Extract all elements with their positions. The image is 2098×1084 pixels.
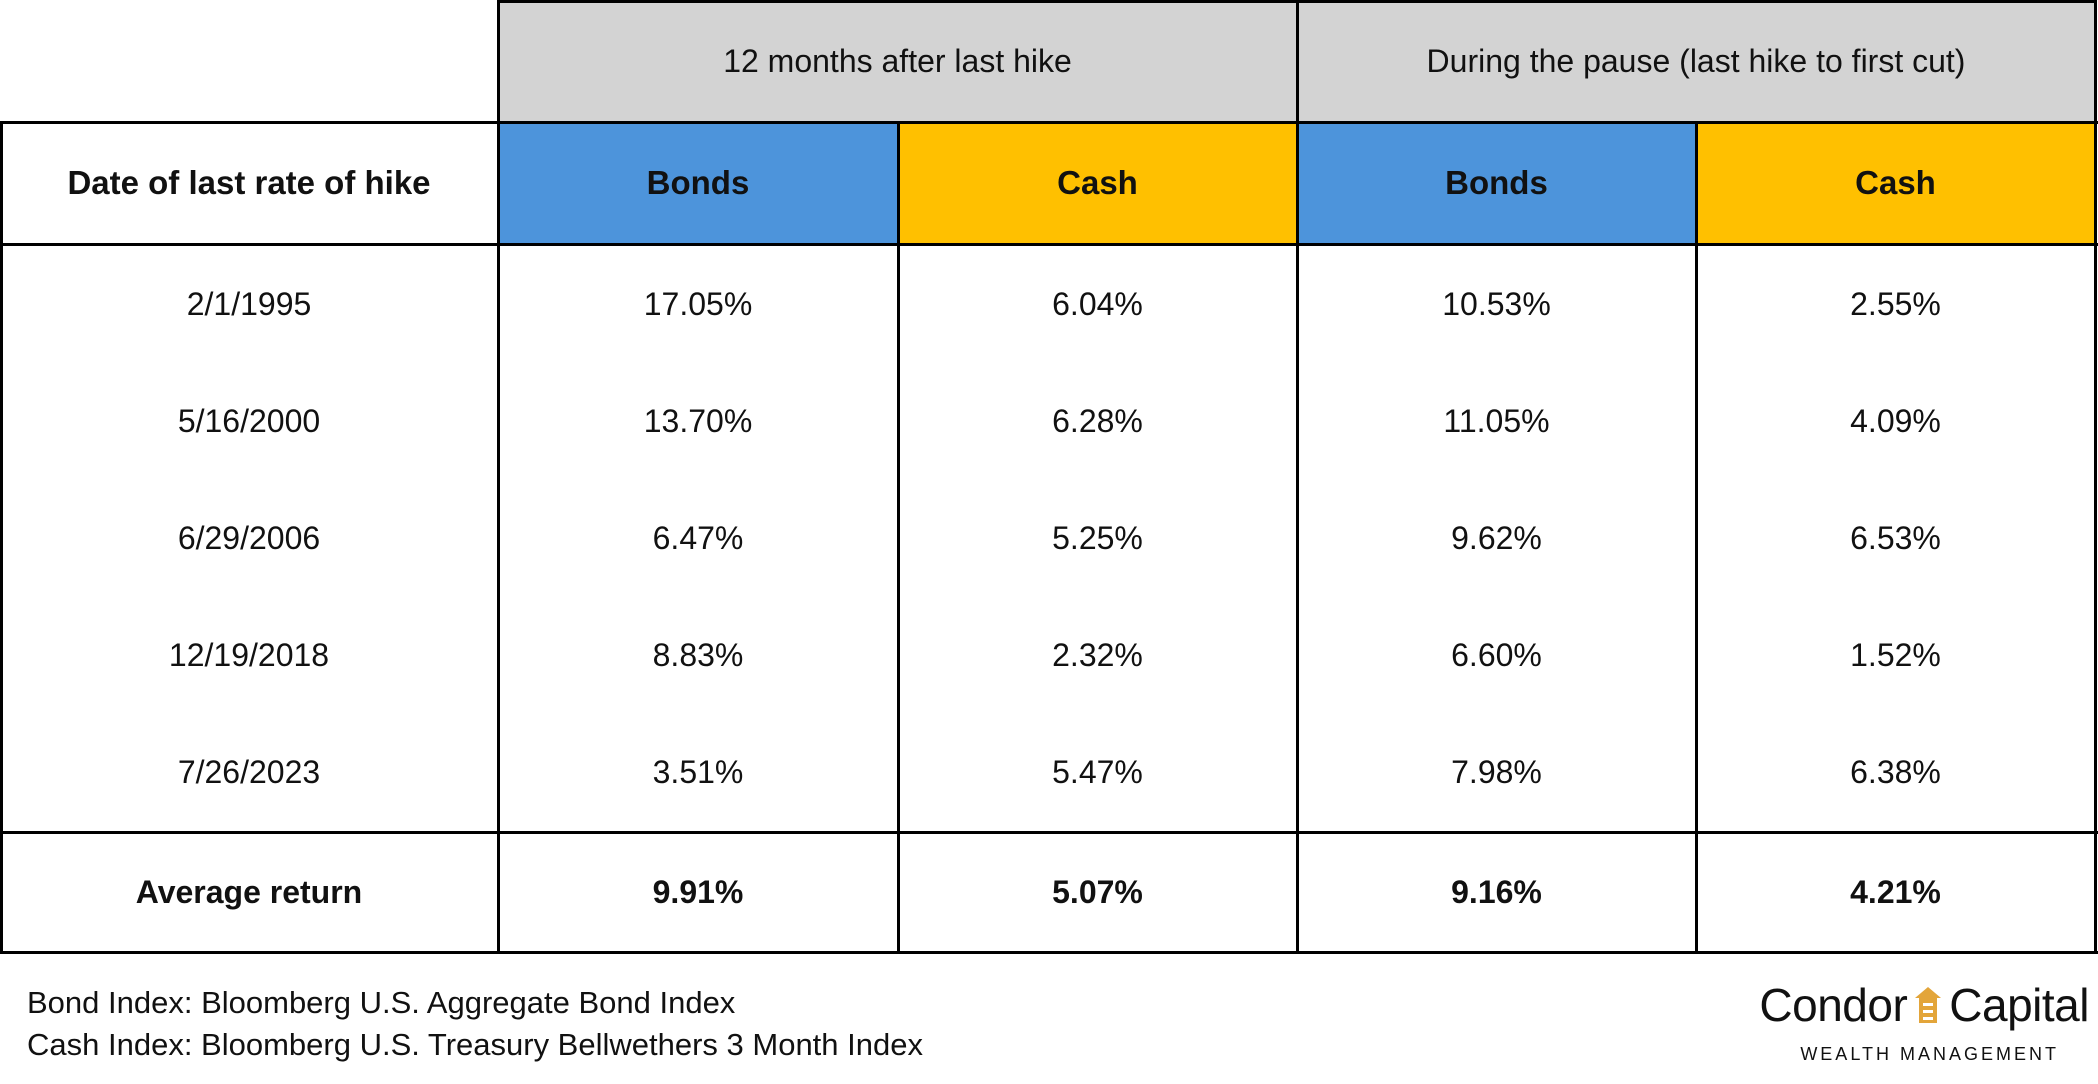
table-cell-cash-pause: 6.38% bbox=[1850, 754, 1941, 790]
grid-line bbox=[1296, 0, 1299, 954]
table-cell-cash-12m: 6.04% bbox=[1052, 286, 1143, 322]
table-cell-date: 2/1/1995 bbox=[186, 286, 312, 322]
footnote-cash-index: Cash Index: Bloomberg U.S. Treasury Bell… bbox=[27, 1027, 923, 1062]
summary-cash-pause: 4.21% bbox=[1850, 873, 1941, 910]
grid-line bbox=[897, 121, 900, 954]
grid-line bbox=[0, 243, 2098, 246]
table-cell-bonds-pause: 7.98% bbox=[1451, 754, 1542, 790]
table-cell-cash-pause: 6.53% bbox=[1850, 520, 1941, 556]
table-cell-date: 6/29/2006 bbox=[177, 520, 321, 556]
table-cell-cash-pause: 2.55% bbox=[1850, 286, 1941, 322]
table-cell-bonds-pause: 10.53% bbox=[1442, 286, 1551, 322]
footnote-bond-index: Bond Index: Bloomberg U.S. Aggregate Bon… bbox=[27, 985, 736, 1020]
logo-tagline: WEALTH MANAGEMENT bbox=[1800, 1044, 2059, 1064]
summary-bonds-pause: 9.16% bbox=[1451, 873, 1542, 910]
grid-line bbox=[497, 0, 500, 954]
logo-wordmark: Condor Capital bbox=[1759, 978, 2089, 1036]
table-cell-bonds-pause: 6.60% bbox=[1451, 637, 1542, 673]
company-logo: Condor Capital WEALTH MANAGEMENT bbox=[1729, 978, 2089, 1064]
table-cell-cash-12m: 2.32% bbox=[1052, 637, 1143, 673]
logo-word-condor: Condor bbox=[1759, 979, 1908, 1031]
table-cell-bonds-12m: 6.47% bbox=[652, 520, 744, 556]
table-cell-cash-pause: 4.09% bbox=[1850, 403, 1941, 439]
group-header-12-months: 12 months after last hike bbox=[498, 0, 1297, 122]
table-cell-bonds-12m: 17.05% bbox=[643, 286, 753, 322]
column-header-cash-12m: Cash bbox=[898, 122, 1297, 244]
table-cell-cash-12m: 5.25% bbox=[1052, 520, 1143, 556]
grid-line bbox=[0, 121, 3, 954]
house-icon bbox=[1913, 982, 1943, 1036]
table-cell-cash-12m: 6.28% bbox=[1052, 403, 1143, 439]
column-header-bonds-pause: Bonds bbox=[1297, 122, 1696, 244]
table-cell-bonds-12m: 8.83% bbox=[652, 637, 744, 673]
table-cell-cash-12m: 5.47% bbox=[1052, 754, 1143, 790]
group-header-during-pause: During the pause (last hike to first cut… bbox=[1297, 0, 2095, 122]
table-cell-bonds-12m: 13.70% bbox=[643, 403, 753, 439]
grid-line bbox=[0, 831, 2098, 834]
column-header-cash-pause: Cash bbox=[1696, 122, 2095, 244]
summary-bonds-12m: 9.91% bbox=[652, 873, 744, 910]
table-cell-bonds-12m: 3.51% bbox=[652, 754, 744, 790]
summary-label: Average return bbox=[135, 873, 363, 910]
column-header-bonds-12m: Bonds bbox=[498, 122, 898, 244]
grid-line bbox=[1695, 121, 1698, 954]
grid-line bbox=[0, 121, 2098, 124]
grid-line bbox=[0, 951, 2098, 954]
returns-table: 12 months after last hike During the pau… bbox=[0, 0, 2098, 954]
table-cell-date: 7/26/2023 bbox=[177, 754, 321, 790]
logo-word-capital: Capital bbox=[1949, 979, 2089, 1031]
table-cell-date: 12/19/2018 bbox=[168, 637, 330, 673]
summary-cash-12m: 5.07% bbox=[1052, 873, 1143, 910]
column-header-date: Date of last rate of hike bbox=[67, 164, 431, 201]
table-cell-date: 5/16/2000 bbox=[177, 403, 321, 439]
table-cell-bonds-pause: 9.62% bbox=[1451, 520, 1542, 556]
table-cell-cash-pause: 1.52% bbox=[1850, 637, 1941, 673]
grid-line bbox=[2094, 0, 2097, 954]
table-cell-bonds-pause: 11.05% bbox=[1443, 403, 1550, 439]
